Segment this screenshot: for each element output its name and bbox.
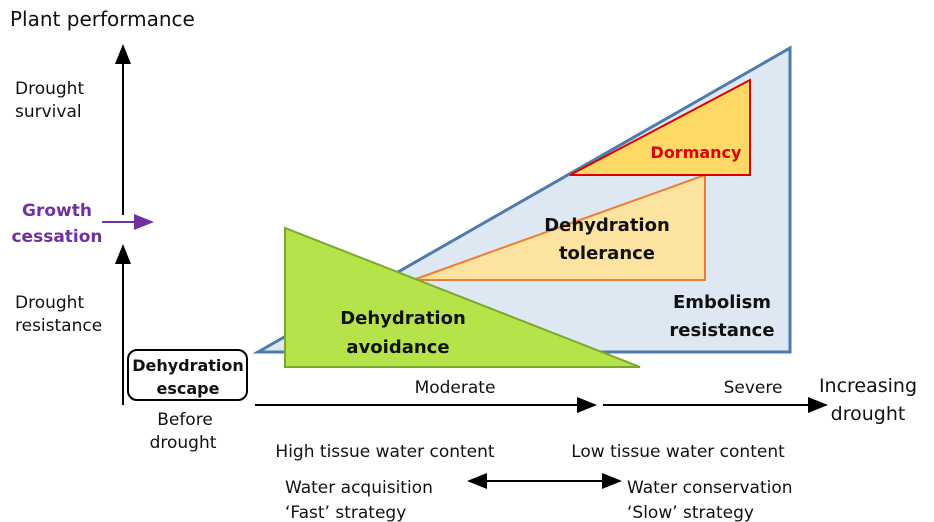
label: avoidance <box>346 337 449 358</box>
title: Plant performance <box>10 7 195 31</box>
label: resistance <box>669 320 774 341</box>
label: tolerance <box>559 243 655 264</box>
label: Before <box>157 410 213 430</box>
label: Drought <box>15 79 84 99</box>
escape-box <box>127 349 248 401</box>
label: Low tissue water content <box>571 442 785 462</box>
label: Dehydration <box>132 356 244 375</box>
label: ‘Fast’ strategy <box>285 503 406 522</box>
avoidance-triangle <box>284 226 641 368</box>
label: resistance <box>15 316 102 336</box>
label: Water acquisition <box>285 478 433 498</box>
label: Moderate <box>415 378 496 398</box>
label: Dormancy <box>651 143 743 162</box>
label: survival <box>15 102 82 122</box>
label: escape <box>157 379 220 398</box>
label: Dehydration <box>340 308 466 329</box>
tolerance-triangle <box>412 173 706 281</box>
label: Embolism <box>673 292 771 313</box>
label: ‘Slow’ strategy <box>627 503 754 522</box>
label: cessation <box>11 227 102 247</box>
dormancy-triangle <box>569 78 751 176</box>
label: drought <box>150 433 217 453</box>
label: Dehydration <box>544 215 670 236</box>
label: Drought <box>15 293 84 313</box>
label: Severe <box>724 378 783 398</box>
label: Increasing <box>819 375 917 397</box>
label: High tissue water content <box>275 442 494 462</box>
label: Water conservation <box>627 478 793 498</box>
label: drought <box>831 403 906 425</box>
label: Growth <box>22 201 92 221</box>
